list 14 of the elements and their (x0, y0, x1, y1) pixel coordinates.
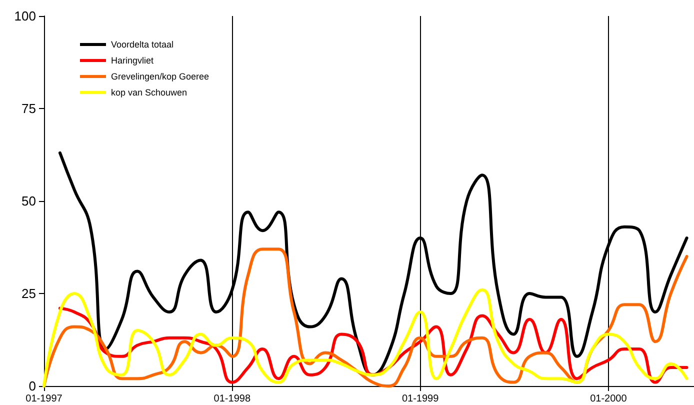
legend-label: kop van Schouwen (111, 88, 188, 98)
y-tick-label: 50 (22, 194, 36, 208)
legend-label: Grevelingen/kop Goeree (111, 72, 210, 82)
y-tick-label: 100 (14, 8, 36, 24)
line-series (42, 288, 688, 388)
legend-label: Voordelta totaal (111, 40, 174, 50)
x-tick-label: 01-1999 (402, 394, 440, 404)
x-tick-label: 01-2000 (590, 394, 628, 404)
legend-label: Haringvliet (111, 56, 154, 66)
y-tick-label: 25 (22, 286, 36, 301)
y-tick-label: 0 (28, 378, 36, 394)
x-tick-label: 01-1997 (26, 394, 63, 404)
x-tick-label: 01-1998 (214, 394, 251, 404)
y-tick-label: 75 (22, 101, 36, 116)
